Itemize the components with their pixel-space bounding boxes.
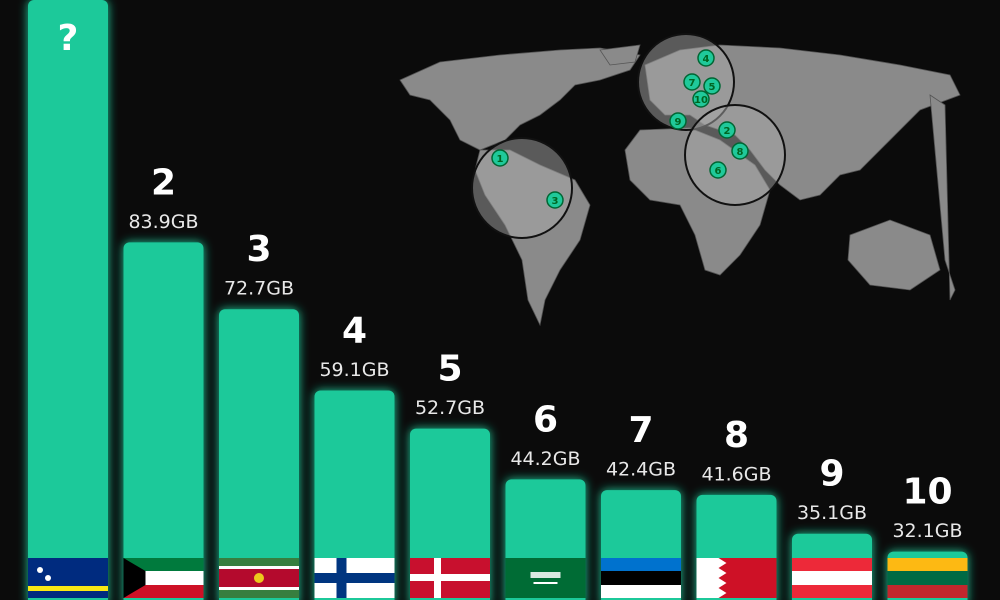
flag-part <box>887 558 968 571</box>
map-marker-label: 7 <box>689 78 696 89</box>
flag-part <box>314 573 395 583</box>
rank-label: 2 <box>151 162 176 203</box>
flag-part <box>696 558 727 598</box>
value-label: 41.6GB <box>701 463 771 485</box>
flag <box>219 558 299 598</box>
value-label: 32.1GB <box>892 520 962 542</box>
bar <box>410 428 490 600</box>
value-label: 59.1GB <box>319 359 389 381</box>
flag-part <box>887 571 968 585</box>
flag <box>887 558 968 598</box>
flag-part <box>37 567 43 573</box>
flag-part <box>887 585 968 598</box>
bar <box>28 0 108 600</box>
flag-part <box>410 574 490 581</box>
value-label: 44.2GB <box>510 448 580 470</box>
flag-part <box>123 558 146 598</box>
map-marker <box>669 112 687 130</box>
flag-part <box>123 558 204 571</box>
map-marker-label: 4 <box>703 54 710 65</box>
flag <box>28 558 108 598</box>
map-marker-label: 6 <box>715 166 722 177</box>
value-label: 72.7GB <box>224 278 294 300</box>
flag <box>314 558 395 598</box>
rank-label: 8 <box>724 415 749 456</box>
value-label: 52.7GB <box>415 397 485 419</box>
flag <box>792 558 872 598</box>
bar <box>314 390 395 600</box>
flag-part <box>28 586 108 591</box>
map-marker-label: 3 <box>552 196 559 207</box>
map-marker <box>692 90 710 108</box>
map-marker <box>709 161 727 179</box>
value-label: 83.9GB <box>128 211 198 233</box>
rank-label: 3 <box>246 229 271 270</box>
flag-part <box>123 585 204 598</box>
rank-label: 5 <box>437 349 462 390</box>
map-markers: 1 3 4 7 510 9 28 6 <box>491 49 749 209</box>
flag-part <box>601 571 681 585</box>
flag <box>505 558 586 598</box>
map-marker <box>491 149 509 167</box>
flag-part <box>601 585 681 598</box>
map-marker-label: 5 <box>709 82 716 93</box>
flag-part <box>792 571 872 585</box>
value-label: 42.4GB <box>606 459 676 481</box>
rank-label: 7 <box>628 410 653 451</box>
map-marker <box>718 121 736 139</box>
flag <box>410 558 490 598</box>
map-marker <box>731 142 749 160</box>
map-marker-label: 8 <box>737 147 744 158</box>
flag <box>123 558 204 598</box>
map-marker <box>697 49 715 67</box>
map-marker <box>683 73 701 91</box>
rank-label: ? <box>58 18 79 59</box>
flag <box>696 558 777 598</box>
map-marker <box>546 191 564 209</box>
map-marker <box>703 77 721 95</box>
flag-part <box>533 582 558 584</box>
rank-label: 6 <box>533 399 558 440</box>
bar <box>219 309 299 600</box>
bar <box>123 242 204 600</box>
flag-part <box>254 573 264 583</box>
flag-part <box>28 558 108 598</box>
value-label: 35.1GB <box>797 502 867 524</box>
flag <box>601 558 681 598</box>
rank-label: 10 <box>902 472 952 513</box>
map-marker-label: 9 <box>675 117 682 128</box>
rank-label: 4 <box>342 310 367 351</box>
flag-part <box>530 572 561 578</box>
rank-label: 9 <box>819 454 844 495</box>
highlight-circle <box>471 137 573 239</box>
map-marker-label: 2 <box>724 126 731 137</box>
flag-part <box>601 558 681 571</box>
map-marker-label: 1 <box>497 154 504 165</box>
map-marker-label: 10 <box>694 95 708 106</box>
bars: ? 83.9GB 2 72.7GB 3 59.1GB 4 52.7GB 5 44.2GB 6 42.4… <box>28 0 968 600</box>
flag-part <box>45 575 51 581</box>
